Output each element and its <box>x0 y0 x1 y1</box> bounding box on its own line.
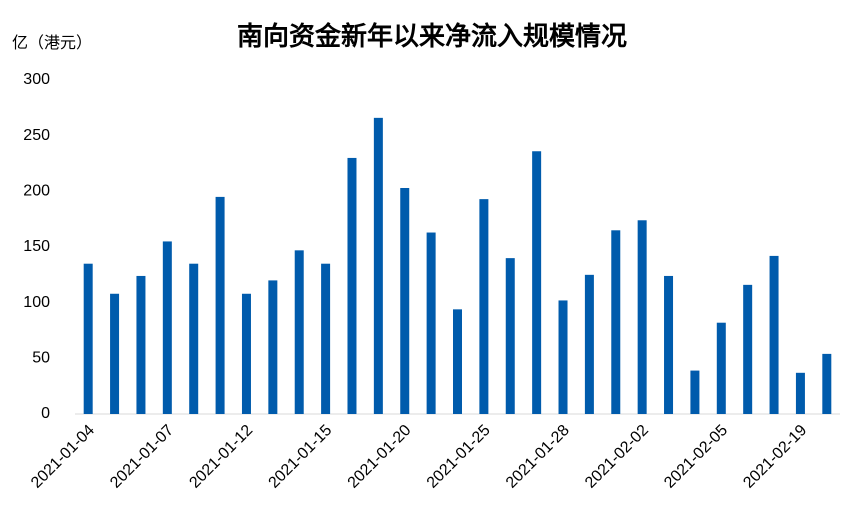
x-tick-label: 2021-01-28 <box>503 422 573 492</box>
bar <box>558 300 568 414</box>
x-tick-label: 2021-01-07 <box>107 422 177 492</box>
chart-title: 南向资金新年以来净流入规模情况 <box>237 21 627 51</box>
bar <box>664 275 674 414</box>
x-tick-label: 2021-01-20 <box>345 422 415 492</box>
y-tick-label: 0 <box>41 405 50 422</box>
bar <box>822 353 832 414</box>
bar <box>479 199 489 414</box>
bar <box>400 187 410 414</box>
bar <box>189 263 199 414</box>
x-tick-label: 2021-01-12 <box>186 422 256 492</box>
y-axis-label: 亿（港元） <box>12 34 92 52</box>
bar <box>347 157 357 414</box>
x-tick-label: 2021-02-02 <box>582 422 652 492</box>
bar <box>241 293 251 414</box>
bar <box>294 250 304 414</box>
bar <box>110 293 120 414</box>
x-tick-label: 2021-02-19 <box>740 422 810 492</box>
bar <box>162 241 172 414</box>
bar <box>453 309 462 414</box>
bar <box>769 255 779 414</box>
x-tick-label: 2021-01-25 <box>424 422 494 492</box>
y-tick-label: 200 <box>23 183 50 200</box>
y-tick-label: 100 <box>23 294 50 311</box>
bar <box>532 151 542 414</box>
bar <box>268 280 278 414</box>
bar <box>83 263 93 414</box>
bar <box>716 322 726 414</box>
x-tick-label: 2021-01-04 <box>28 422 98 492</box>
y-tick-label: 250 <box>23 127 50 144</box>
bar <box>584 274 594 414</box>
bar <box>611 230 621 414</box>
bar <box>795 372 805 414</box>
bar <box>637 220 647 414</box>
y-tick-label: 50 <box>32 350 50 367</box>
bar <box>690 370 700 414</box>
bar <box>321 263 331 414</box>
bar <box>505 258 515 414</box>
y-tick-label: 300 <box>23 71 50 88</box>
bar <box>426 232 436 414</box>
x-tick-label: 2021-02-05 <box>661 422 731 492</box>
x-tick-label: 2021-01-15 <box>266 422 336 492</box>
bar <box>743 284 753 414</box>
bar <box>373 117 383 414</box>
bar <box>215 196 225 414</box>
y-tick-label: 150 <box>23 238 50 255</box>
bar <box>136 275 146 414</box>
